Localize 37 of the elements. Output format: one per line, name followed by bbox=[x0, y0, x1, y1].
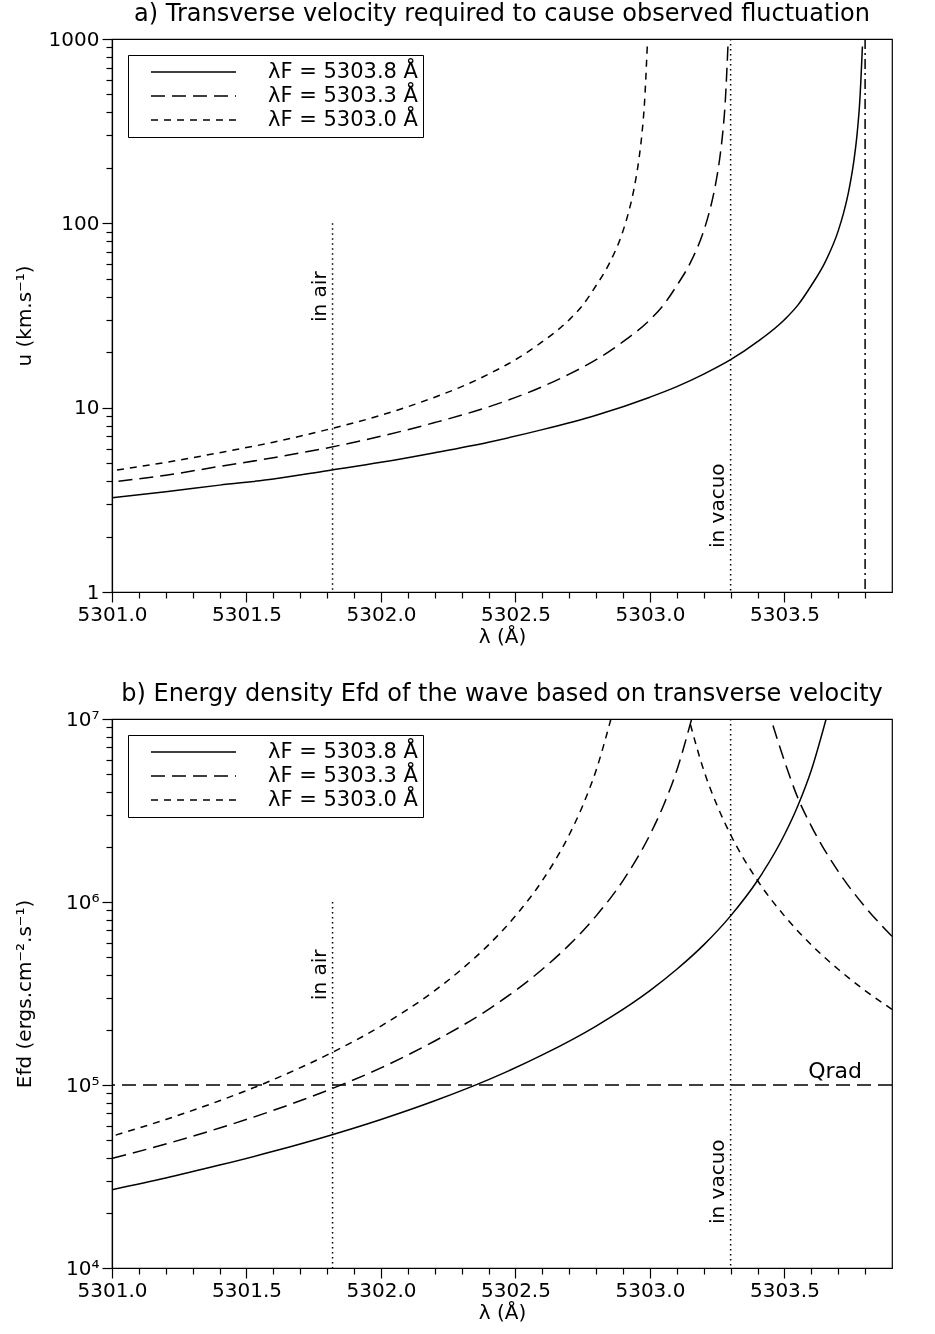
x-axis-title: λ (Å) bbox=[478, 1299, 527, 1324]
chart-title: a) Transverse velocity required to cause observed fluctuation bbox=[134, 0, 870, 27]
annotation: in air bbox=[306, 270, 331, 322]
y-tick-label: 10⁷ bbox=[66, 706, 100, 731]
x-tick-label: 5302.0 bbox=[346, 1277, 417, 1302]
y-tick-label: 100 bbox=[61, 210, 100, 235]
x-tick-label: 5301.0 bbox=[77, 1277, 148, 1302]
chart-title: b) Energy density Efd of the wave based on transverse velocity bbox=[121, 679, 883, 707]
x-tick-label: 5301.5 bbox=[211, 1277, 282, 1302]
y-axis-title: u (km.s⁻¹) bbox=[11, 265, 36, 367]
annotation: in air bbox=[306, 948, 331, 1001]
legend-label: λF = 5303.8 Å bbox=[268, 57, 419, 83]
legend-label: λF = 5303.3 Å bbox=[268, 761, 419, 787]
x-tick-label: 5301.0 bbox=[77, 601, 148, 626]
ref-line-label: in vacuo bbox=[704, 463, 729, 548]
x-tick-label: 5303.0 bbox=[615, 601, 686, 626]
y-tick-label: 10 bbox=[74, 395, 100, 420]
ref-line-label: in vacuo bbox=[704, 1139, 729, 1224]
x-axis-title: λ (Å) bbox=[478, 623, 527, 648]
x-tick-label: 5303.5 bbox=[749, 1277, 820, 1302]
x-tick-label: 5302.0 bbox=[346, 601, 417, 626]
x-tick-label: 5302.5 bbox=[480, 1277, 551, 1302]
x-tick-label: 5301.5 bbox=[211, 601, 282, 626]
x-tick-label: 5303.0 bbox=[615, 1277, 686, 1302]
legend-label: λF = 5303.0 Å bbox=[268, 105, 419, 131]
y-tick-label: 1 bbox=[86, 579, 100, 604]
y-tick-label: 10⁴ bbox=[66, 1255, 100, 1280]
legend-label: λF = 5303.3 Å bbox=[268, 81, 419, 107]
x-tick-label: 5302.5 bbox=[480, 601, 551, 626]
ref-line-label: Qrad bbox=[808, 1058, 862, 1083]
y-axis-title: Efd (ergs.cm⁻².s⁻¹) bbox=[11, 899, 36, 1089]
legend-label: λF = 5303.8 Å bbox=[268, 737, 419, 763]
y-tick-label: 10⁵ bbox=[66, 1072, 100, 1097]
x-tick-label: 5303.5 bbox=[749, 601, 820, 626]
legend-label: λF = 5303.0 Å bbox=[268, 785, 419, 811]
y-tick-label: 1000 bbox=[48, 26, 100, 51]
y-tick-label: 10⁶ bbox=[66, 889, 100, 914]
